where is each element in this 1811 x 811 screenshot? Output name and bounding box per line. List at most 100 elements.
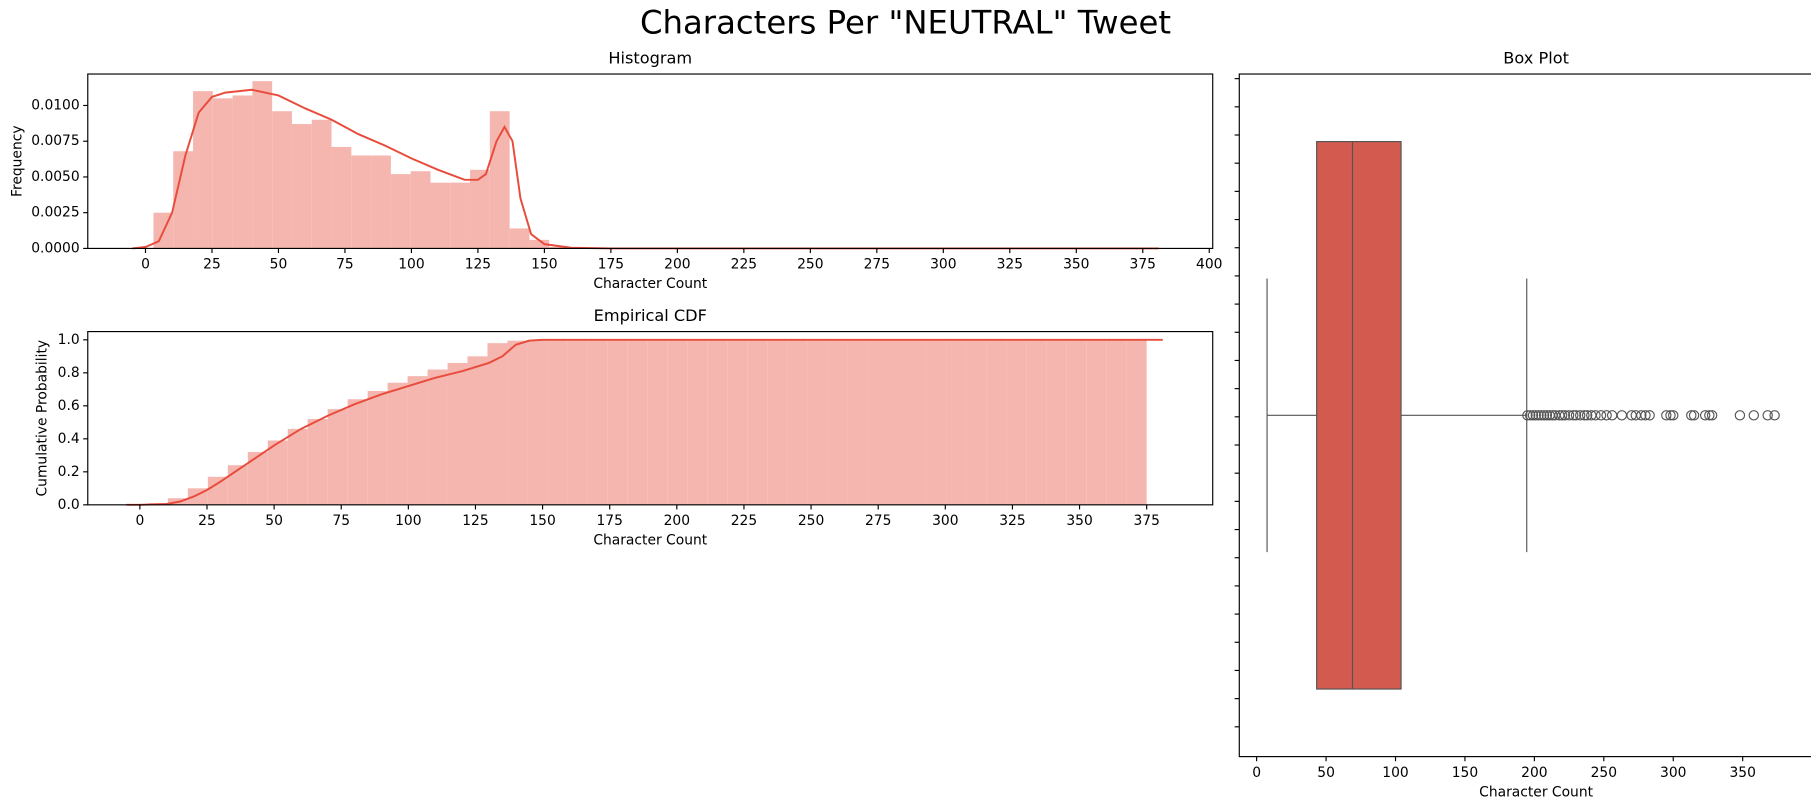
- bar: [529, 239, 550, 249]
- outlier: [1706, 410, 1718, 421]
- outlier: [1522, 410, 1533, 421]
- outlier: [1636, 410, 1647, 421]
- bar: [867, 339, 887, 505]
- x-tick-label: 0: [141, 257, 150, 273]
- bar: [351, 155, 372, 249]
- bar: [467, 356, 488, 505]
- bar: [390, 174, 411, 249]
- subplot-title: Empirical CDF: [594, 306, 707, 325]
- x-tick-label: 150: [1452, 765, 1478, 781]
- y-tick-label: 0.0075: [31, 133, 79, 149]
- bar: [587, 339, 608, 505]
- bar: [307, 419, 328, 505]
- bar: [747, 339, 768, 505]
- outlier: [1568, 410, 1579, 421]
- x-tick-label: 200: [664, 257, 690, 273]
- bar: [207, 476, 228, 505]
- outlier: [1538, 410, 1550, 421]
- box: [1316, 141, 1402, 690]
- bar: [549, 246, 569, 249]
- x-tick-label: 200: [1521, 765, 1547, 781]
- bar: [407, 376, 428, 505]
- bar: [470, 169, 490, 249]
- outlier: [1762, 410, 1773, 421]
- x-tick-label: 400: [1196, 257, 1222, 273]
- outlier: [1686, 410, 1697, 421]
- bar: [272, 111, 292, 249]
- bar: [1006, 339, 1027, 505]
- bar: [509, 228, 530, 249]
- x-tick-label: 275: [864, 257, 890, 273]
- x-tick-label: 0: [135, 513, 144, 529]
- y-tick-label: 0.6: [58, 398, 80, 414]
- y-tick-label: 0.2: [58, 464, 80, 480]
- outlier: [1601, 410, 1612, 421]
- bar: [327, 409, 348, 505]
- x-tick-label: 375: [1130, 257, 1156, 273]
- x-tick-label: 275: [865, 513, 891, 529]
- bar: [807, 339, 828, 505]
- y-tick-label: 0.0: [58, 497, 80, 513]
- x-tick-label: 325: [997, 257, 1023, 273]
- outlier: [1661, 410, 1672, 421]
- bar: [567, 339, 588, 505]
- x-tick-label: 300: [932, 513, 958, 529]
- x-tick-label: 350: [1063, 257, 1089, 273]
- outlier: [1748, 410, 1759, 421]
- bar: [767, 339, 788, 505]
- x-tick-label: 225: [731, 513, 757, 529]
- outlier: [1559, 410, 1571, 421]
- x-tick-label: 0: [1252, 765, 1261, 781]
- bar: [193, 91, 213, 249]
- bar: [387, 382, 408, 505]
- x-tick-label: 300: [1660, 765, 1686, 781]
- outlier: [1644, 410, 1655, 421]
- x-tick-label: 225: [731, 257, 757, 273]
- y-tick-label: 0.8: [58, 365, 80, 381]
- bar: [430, 182, 451, 249]
- bar: [347, 399, 368, 505]
- outlier: [1734, 410, 1746, 421]
- bar: [487, 343, 508, 505]
- bar: [447, 362, 468, 505]
- outlier: [1556, 410, 1568, 421]
- axes-frame: [87, 73, 1214, 250]
- bar: [311, 119, 332, 249]
- x-tick-label: 150: [531, 257, 557, 273]
- x-tick-label: 250: [798, 513, 824, 529]
- outlier: [1563, 410, 1575, 421]
- outlier: [1699, 410, 1711, 421]
- density-line: [132, 88, 1159, 250]
- bar: [547, 339, 568, 505]
- x-tick-label: 100: [1382, 765, 1408, 781]
- bar: [173, 151, 194, 249]
- outlier: [1579, 410, 1590, 421]
- x-tick-label: 300: [930, 257, 956, 273]
- bar: [267, 440, 288, 505]
- bar: [507, 340, 528, 505]
- bar: [227, 465, 248, 505]
- axes-frame: [1238, 73, 1811, 758]
- density-line: [126, 338, 1163, 506]
- x-tick-label: 50: [270, 257, 288, 273]
- bar: [627, 339, 648, 505]
- x-tick-label: 125: [462, 513, 488, 529]
- bar: [247, 452, 268, 505]
- x-tick-label: 25: [203, 257, 221, 273]
- outlier: [1527, 410, 1539, 421]
- bar: [331, 146, 352, 249]
- axes-frame: [87, 331, 1214, 506]
- y-tick-label: 1.0: [58, 332, 80, 348]
- y-axis-label: Cumulative Probability: [35, 340, 51, 497]
- outlier: [1536, 410, 1547, 421]
- bar: [607, 339, 628, 505]
- outlier: [1595, 410, 1607, 421]
- outlier: [1533, 410, 1544, 421]
- outlier: [1668, 410, 1679, 421]
- bar: [886, 339, 907, 505]
- bar: [966, 339, 987, 505]
- bar: [906, 339, 927, 505]
- bar: [367, 390, 388, 505]
- outlier: [1688, 410, 1700, 421]
